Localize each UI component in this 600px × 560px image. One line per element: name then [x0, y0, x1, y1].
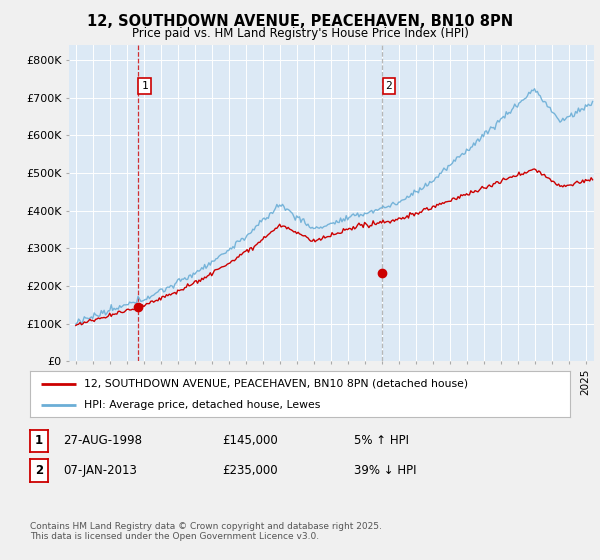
Text: 2: 2 — [385, 81, 392, 91]
Text: Price paid vs. HM Land Registry's House Price Index (HPI): Price paid vs. HM Land Registry's House … — [131, 27, 469, 40]
Text: £235,000: £235,000 — [222, 464, 278, 477]
Text: 07-JAN-2013: 07-JAN-2013 — [63, 464, 137, 477]
Text: 12, SOUTHDOWN AVENUE, PEACEHAVEN, BN10 8PN: 12, SOUTHDOWN AVENUE, PEACEHAVEN, BN10 8… — [87, 14, 513, 29]
Text: Contains HM Land Registry data © Crown copyright and database right 2025.
This d: Contains HM Land Registry data © Crown c… — [30, 522, 382, 542]
Text: 39% ↓ HPI: 39% ↓ HPI — [354, 464, 416, 477]
Text: 27-AUG-1998: 27-AUG-1998 — [63, 434, 142, 447]
Text: 12, SOUTHDOWN AVENUE, PEACEHAVEN, BN10 8PN (detached house): 12, SOUTHDOWN AVENUE, PEACEHAVEN, BN10 8… — [84, 379, 468, 389]
Text: 5% ↑ HPI: 5% ↑ HPI — [354, 434, 409, 447]
Text: 1: 1 — [141, 81, 148, 91]
Text: 2: 2 — [35, 464, 43, 477]
Text: HPI: Average price, detached house, Lewes: HPI: Average price, detached house, Lewe… — [84, 400, 320, 410]
Text: £145,000: £145,000 — [222, 434, 278, 447]
Text: 1: 1 — [35, 434, 43, 447]
